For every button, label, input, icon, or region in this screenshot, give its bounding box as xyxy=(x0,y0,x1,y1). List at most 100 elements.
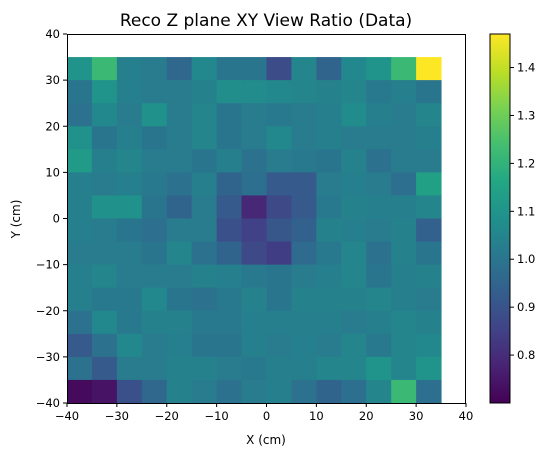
heatmap-cell xyxy=(91,126,118,150)
heatmap-cell xyxy=(91,195,118,219)
heatmap-cell xyxy=(316,57,342,81)
heatmap-cell xyxy=(116,264,143,289)
heatmap-cell xyxy=(416,149,442,173)
heatmap-cell xyxy=(316,333,342,358)
heatmap-cell xyxy=(67,218,93,243)
heatmap-cell xyxy=(366,310,392,335)
x-tick-label: 0 xyxy=(263,409,270,423)
heatmap-cell xyxy=(116,333,143,358)
heatmap-cell xyxy=(91,149,118,173)
heatmap-cell xyxy=(366,149,392,173)
x-tick-label: 20 xyxy=(359,409,374,423)
heatmap-cell xyxy=(166,103,193,127)
colorbar-tick-label: 1.3 xyxy=(517,108,535,122)
heatmap-cell xyxy=(191,126,218,150)
heatmap-cell xyxy=(116,80,143,104)
heatmap-cell xyxy=(116,356,143,381)
heatmap-cell xyxy=(116,126,143,150)
heatmap-cell xyxy=(216,310,243,335)
heatmap-cell xyxy=(91,241,118,266)
heatmap-cell xyxy=(266,287,292,312)
x-tick-label: −40 xyxy=(55,409,79,423)
heatmap-cell xyxy=(241,195,267,219)
heatmap-cell xyxy=(391,195,417,219)
heatmap-cell xyxy=(366,241,392,266)
heatmap-cell xyxy=(67,126,93,150)
heatmap-cell xyxy=(141,218,168,243)
heatmap-cell xyxy=(191,287,218,312)
heatmap-cell xyxy=(241,379,267,404)
heatmap-cell xyxy=(291,310,317,335)
heatmap-cell xyxy=(341,103,367,127)
heatmap-cell xyxy=(366,287,392,312)
heatmap-cell xyxy=(241,333,267,358)
heatmap-cell xyxy=(216,80,243,104)
heatmap-cell xyxy=(316,149,342,173)
heatmap-cell xyxy=(416,264,442,289)
y-axis-ticks: −40 −30 −20 −10 0 10 20 30 40 xyxy=(36,27,67,410)
heatmap-cell xyxy=(91,333,118,358)
heatmap-cell xyxy=(291,287,317,312)
heatmap-cell xyxy=(216,241,243,266)
heatmap-cell xyxy=(241,103,267,127)
x-axis-label: X (cm) xyxy=(246,433,286,447)
heatmap-cell xyxy=(341,57,367,81)
heatmap-cell xyxy=(216,149,243,173)
heatmap-cell xyxy=(67,379,93,404)
heatmap-cell xyxy=(266,57,292,81)
heatmap-cell xyxy=(166,218,193,243)
heatmap-cell xyxy=(341,172,367,196)
heatmap-cell xyxy=(291,241,317,266)
heatmap-cell xyxy=(141,195,168,219)
heatmap-cell xyxy=(291,80,317,104)
heatmap-cell xyxy=(166,379,193,404)
heatmap-cell xyxy=(116,103,143,127)
x-tick-label: −20 xyxy=(155,409,179,423)
chart-title: Reco Z plane XY View Ratio (Data) xyxy=(120,11,412,31)
heatmap-cell xyxy=(116,195,143,219)
heatmap-cell xyxy=(116,172,143,196)
heatmap-cell xyxy=(166,264,193,289)
heatmap-cell xyxy=(366,379,392,404)
heatmap-cell xyxy=(216,356,243,381)
heatmap-cell xyxy=(91,264,118,289)
heatmap-cell xyxy=(391,310,417,335)
heatmap-cell xyxy=(366,57,392,81)
heatmap-cell xyxy=(416,195,442,219)
heatmap-cell xyxy=(366,103,392,127)
heatmap-cell xyxy=(416,172,442,196)
y-axis-label: Y (cm) xyxy=(9,200,23,240)
heatmap-cell xyxy=(166,149,193,173)
heatmap-cell xyxy=(291,195,317,219)
heatmap-cell xyxy=(166,241,193,266)
heatmap-cell xyxy=(416,218,442,243)
heatmap-cell xyxy=(166,310,193,335)
heatmap-cell xyxy=(341,241,367,266)
heatmap-cell xyxy=(67,195,93,219)
heatmap-cell xyxy=(216,195,243,219)
heatmap-cell xyxy=(416,333,442,358)
heatmap-cell xyxy=(116,241,143,266)
x-tick-label: 40 xyxy=(459,409,474,423)
heatmap-cell xyxy=(141,149,168,173)
heatmap-cell xyxy=(116,379,143,404)
heatmap-cell xyxy=(291,126,317,150)
x-tick-label: 10 xyxy=(309,409,324,423)
heatmap-cell xyxy=(291,356,317,381)
x-axis-ticks: −40 −30 −20 −10 0 10 20 30 40 xyxy=(55,403,473,423)
y-tick-label: −40 xyxy=(36,396,60,410)
heatmap-cell xyxy=(166,57,193,81)
heatmap-cell xyxy=(416,103,442,127)
heatmap-cell xyxy=(266,172,292,196)
x-tick-label: −30 xyxy=(105,409,129,423)
heatmap-cell xyxy=(141,287,168,312)
heatmap-cell xyxy=(166,195,193,219)
y-tick-label: 0 xyxy=(53,212,60,226)
heatmap-cell xyxy=(216,264,243,289)
colorbar: 0.8 0.9 1.0 1.1 1.2 1.3 1.4 xyxy=(489,33,535,404)
heatmap-cell xyxy=(91,287,118,312)
heatmap-cell xyxy=(67,287,93,312)
heatmap-cell xyxy=(166,287,193,312)
heatmap-cell xyxy=(191,80,218,104)
heatmap-cell xyxy=(141,80,168,104)
